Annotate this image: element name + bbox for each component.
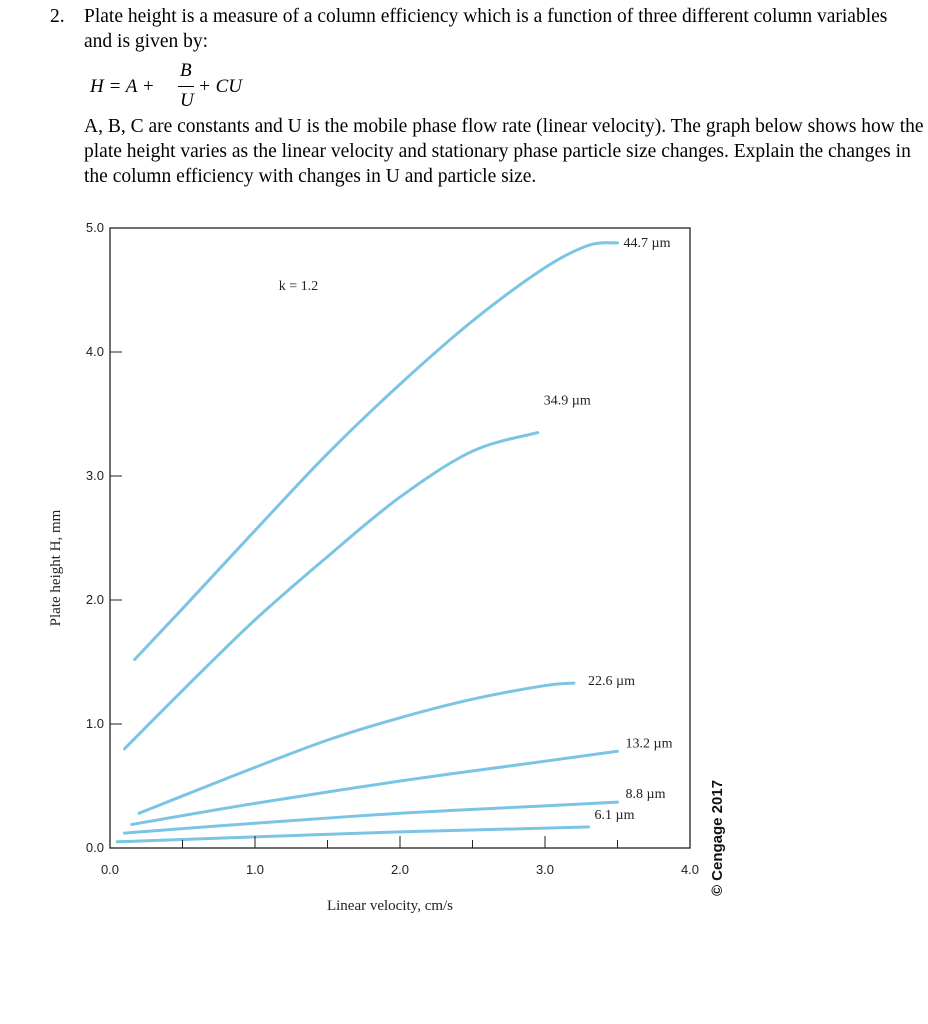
fraction-bar: [178, 86, 194, 87]
question-intro: Plate height is a measure of a column ef…: [84, 6, 888, 52]
y-tick-label: 5.0: [86, 220, 104, 235]
y-tick-label: 4.0: [86, 344, 104, 359]
x-axis-label: Linear velocity, cm/s: [327, 898, 453, 914]
y-tick-label: 3.0: [86, 468, 104, 483]
y-tick-label: 0.0: [86, 840, 104, 855]
series-label: 8.8 µm: [626, 787, 666, 802]
x-tick-label: 0.0: [101, 862, 119, 877]
formula-tail: + CU: [198, 76, 242, 97]
series-label: 13.2 µm: [626, 736, 673, 751]
series-line: [115, 825, 590, 844]
formula-lhs: H = A +: [90, 76, 155, 97]
x-tick-label: 2.0: [391, 862, 409, 877]
series-line: [137, 681, 576, 815]
x-tick-label: 4.0: [681, 862, 699, 877]
question-number: 2.: [50, 6, 65, 27]
series-label: 34.9 µm: [544, 394, 591, 409]
copyright-watermark: © Cengage 2017: [709, 780, 726, 896]
series-line: [123, 431, 540, 751]
y-tick-label: 1.0: [86, 716, 104, 731]
chart-axes: 0.0 1.0 2.0 3.0 4.0 5.0 0.0 1.0 2.0 3.0 4.0 Linear …: [48, 220, 726, 914]
x-tick-label: 3.0: [536, 862, 554, 877]
series-line: [123, 800, 619, 835]
y-tick-label: 2.0: [86, 592, 104, 607]
series-line: [133, 241, 619, 662]
y-axis-label: Plate height H, mm: [48, 509, 64, 626]
series-label: 6.1 µm: [595, 808, 635, 823]
plot-frame: [109, 227, 691, 849]
series-line: [130, 749, 619, 826]
chart-series-group: 44.7 µm 34.9 µm 22.6 µm 13.2 µm 8.8 µm 6.1 µm: [115, 236, 673, 844]
formula-denominator: U: [180, 90, 194, 111]
series-label: 44.7 µm: [624, 236, 671, 251]
question-explanation: A, B, C are constants and U is the mobil…: [84, 116, 924, 187]
formula-numerator: B: [180, 60, 192, 81]
formula: H = A + B U + CU: [90, 60, 310, 116]
series-label: 22.6 µm: [588, 674, 635, 689]
chart-annotation: k = 1.2: [279, 279, 318, 294]
x-tick-label: 1.0: [246, 862, 264, 877]
